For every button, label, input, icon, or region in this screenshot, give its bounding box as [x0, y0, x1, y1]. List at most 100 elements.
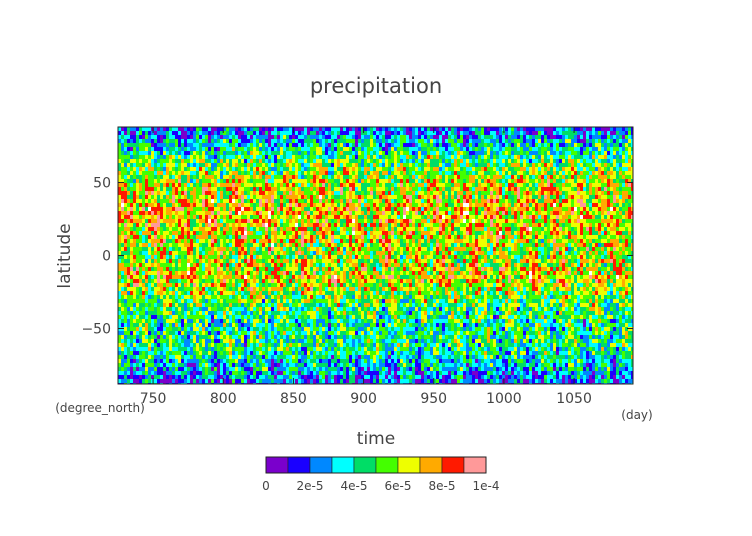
heatmap-cell: [295, 187, 299, 192]
heatmap-cell: [184, 207, 188, 212]
heatmap-cell: [430, 191, 434, 196]
heatmap-cell: [367, 167, 371, 172]
heatmap-cell: [193, 211, 197, 216]
heatmap-cell: [328, 155, 332, 160]
heatmap-cell: [388, 235, 392, 240]
heatmap-cell: [208, 175, 212, 180]
heatmap-cell: [358, 235, 362, 240]
heatmap-cell: [169, 175, 173, 180]
heatmap-cell: [559, 167, 563, 172]
heatmap-cell: [373, 139, 377, 144]
heatmap-cell: [310, 155, 314, 160]
heatmap-cell: [628, 143, 632, 148]
heatmap-cell: [118, 127, 122, 132]
heatmap-cell: [163, 227, 167, 232]
heatmap-cell: [145, 155, 149, 160]
heatmap-cell: [310, 203, 314, 208]
heatmap-cell: [121, 191, 125, 196]
heatmap-cell: [505, 219, 509, 224]
heatmap-cell: [202, 179, 206, 184]
heatmap-cell: [436, 231, 440, 236]
heatmap-cell: [181, 195, 185, 200]
heatmap-cell: [253, 179, 257, 184]
heatmap-cell: [226, 167, 230, 172]
heatmap-cell: [163, 207, 167, 212]
heatmap-cell: [451, 191, 455, 196]
heatmap-cell: [559, 215, 563, 220]
heatmap-cell: [196, 235, 200, 240]
heatmap-cell: [127, 147, 131, 152]
heatmap-cell: [616, 163, 620, 168]
heatmap-cell: [169, 187, 173, 192]
heatmap-cell: [622, 163, 626, 168]
heatmap-cell: [427, 127, 431, 132]
heatmap-cell: [619, 231, 623, 236]
heatmap-cell: [607, 227, 611, 232]
heatmap-cell: [265, 199, 269, 204]
heatmap-cell: [160, 215, 164, 220]
heatmap-cell: [382, 219, 386, 224]
heatmap-cell: [190, 143, 194, 148]
heatmap-cell: [316, 127, 320, 132]
heatmap-cell: [568, 175, 572, 180]
heatmap-cell: [328, 203, 332, 208]
heatmap-cell: [433, 151, 437, 156]
heatmap-cell: [277, 171, 281, 176]
heatmap-cell: [355, 187, 359, 192]
heatmap-cell: [232, 211, 236, 216]
heatmap-cell: [571, 135, 575, 140]
heatmap-cell: [154, 143, 158, 148]
heatmap-cell: [382, 239, 386, 244]
heatmap-cell: [520, 167, 524, 172]
heatmap-cell: [304, 127, 308, 132]
heatmap-cell: [436, 155, 440, 160]
heatmap-cell: [505, 151, 509, 156]
heatmap-cell: [199, 227, 203, 232]
heatmap-cell: [508, 171, 512, 176]
heatmap-cell: [379, 223, 383, 228]
heatmap-cell: [367, 199, 371, 204]
heatmap-cell: [598, 239, 602, 244]
heatmap-cell: [562, 163, 566, 168]
heatmap-cell: [349, 239, 353, 244]
heatmap-cell: [475, 203, 479, 208]
heatmap-cell: [601, 151, 605, 156]
heatmap-cell: [166, 239, 170, 244]
heatmap-cell: [286, 135, 290, 140]
heatmap-cell: [325, 191, 329, 196]
heatmap-cell: [238, 163, 242, 168]
heatmap-cell: [151, 227, 155, 232]
heatmap-cell: [625, 135, 629, 140]
heatmap-cell: [403, 195, 407, 200]
heatmap-cell: [265, 223, 269, 228]
heatmap-cell: [223, 135, 227, 140]
heatmap-cell: [412, 175, 416, 180]
heatmap-cell: [217, 131, 221, 136]
heatmap-cell: [415, 239, 419, 244]
heatmap-cell: [322, 127, 326, 132]
heatmap-cell: [436, 179, 440, 184]
heatmap-cell: [379, 235, 383, 240]
heatmap-cell: [136, 171, 140, 176]
heatmap-cell: [124, 175, 128, 180]
heatmap-cell: [379, 207, 383, 212]
heatmap-cell: [421, 207, 425, 212]
heatmap-cell: [433, 207, 437, 212]
heatmap-cell: [448, 211, 452, 216]
heatmap-cell: [226, 155, 230, 160]
heatmap-cell: [127, 151, 131, 156]
heatmap-cell: [175, 143, 179, 148]
heatmap-cell: [625, 207, 629, 212]
heatmap-cell: [490, 143, 494, 148]
heatmap-cell: [352, 211, 356, 216]
heatmap-cell: [436, 235, 440, 240]
heatmap-cell: [178, 195, 182, 200]
heatmap-cell: [238, 215, 242, 220]
heatmap-cell: [352, 147, 356, 152]
heatmap-cell: [370, 143, 374, 148]
heatmap-cell: [436, 147, 440, 152]
heatmap-cell: [256, 175, 260, 180]
heatmap-cell: [277, 219, 281, 224]
heatmap-cell: [313, 127, 317, 132]
heatmap-cell: [172, 127, 176, 132]
